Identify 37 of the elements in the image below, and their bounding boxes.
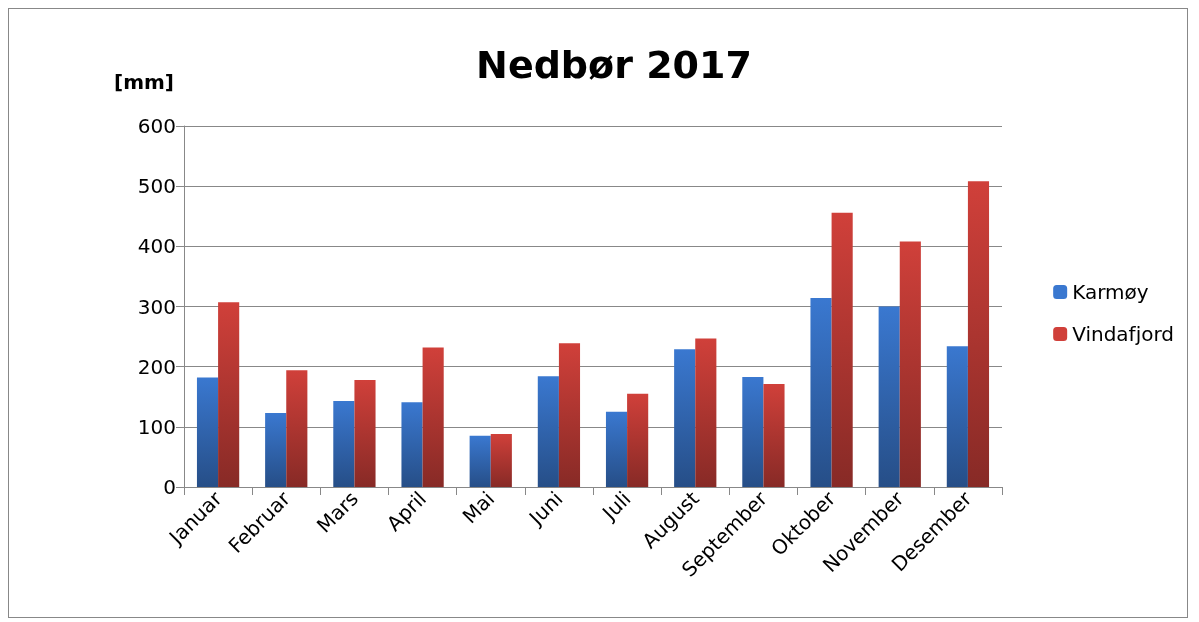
bar (605, 411, 628, 487)
bar (537, 376, 559, 487)
y-tick-label: 300 (137, 294, 176, 319)
bar (878, 306, 900, 487)
bar (627, 393, 649, 487)
y-tick-label: 600 (137, 114, 176, 138)
x-tick-label: Mai (457, 486, 500, 529)
bar (763, 384, 785, 487)
bar (286, 370, 308, 487)
bar (831, 212, 853, 487)
bar (196, 377, 219, 487)
bar (333, 400, 355, 487)
bar (899, 241, 921, 487)
x-tick-label: Juli (596, 486, 636, 526)
y-tick-label: 200 (137, 354, 176, 379)
y-tick-label: 0 (163, 475, 176, 499)
bar (401, 402, 423, 487)
bar (354, 379, 376, 487)
bar (946, 346, 968, 487)
bar (422, 347, 444, 487)
bar (695, 338, 717, 487)
y-tick-label: 100 (137, 414, 176, 439)
legend-label: Vindafjord (1072, 322, 1174, 346)
bar (265, 413, 287, 487)
legend-label: Karmøy (1072, 280, 1149, 304)
bar (742, 376, 764, 487)
bar (967, 181, 990, 487)
bar (558, 343, 581, 487)
bar (469, 435, 491, 487)
bar (218, 302, 240, 487)
bar (674, 349, 696, 487)
bar (810, 298, 832, 487)
chart-title: Nedbør 2017 (476, 43, 752, 87)
y-tick-label: 500 (137, 174, 176, 199)
y-axis-title: [mm] (114, 70, 174, 94)
bar (490, 434, 512, 487)
y-tick-label: 400 (137, 234, 176, 259)
